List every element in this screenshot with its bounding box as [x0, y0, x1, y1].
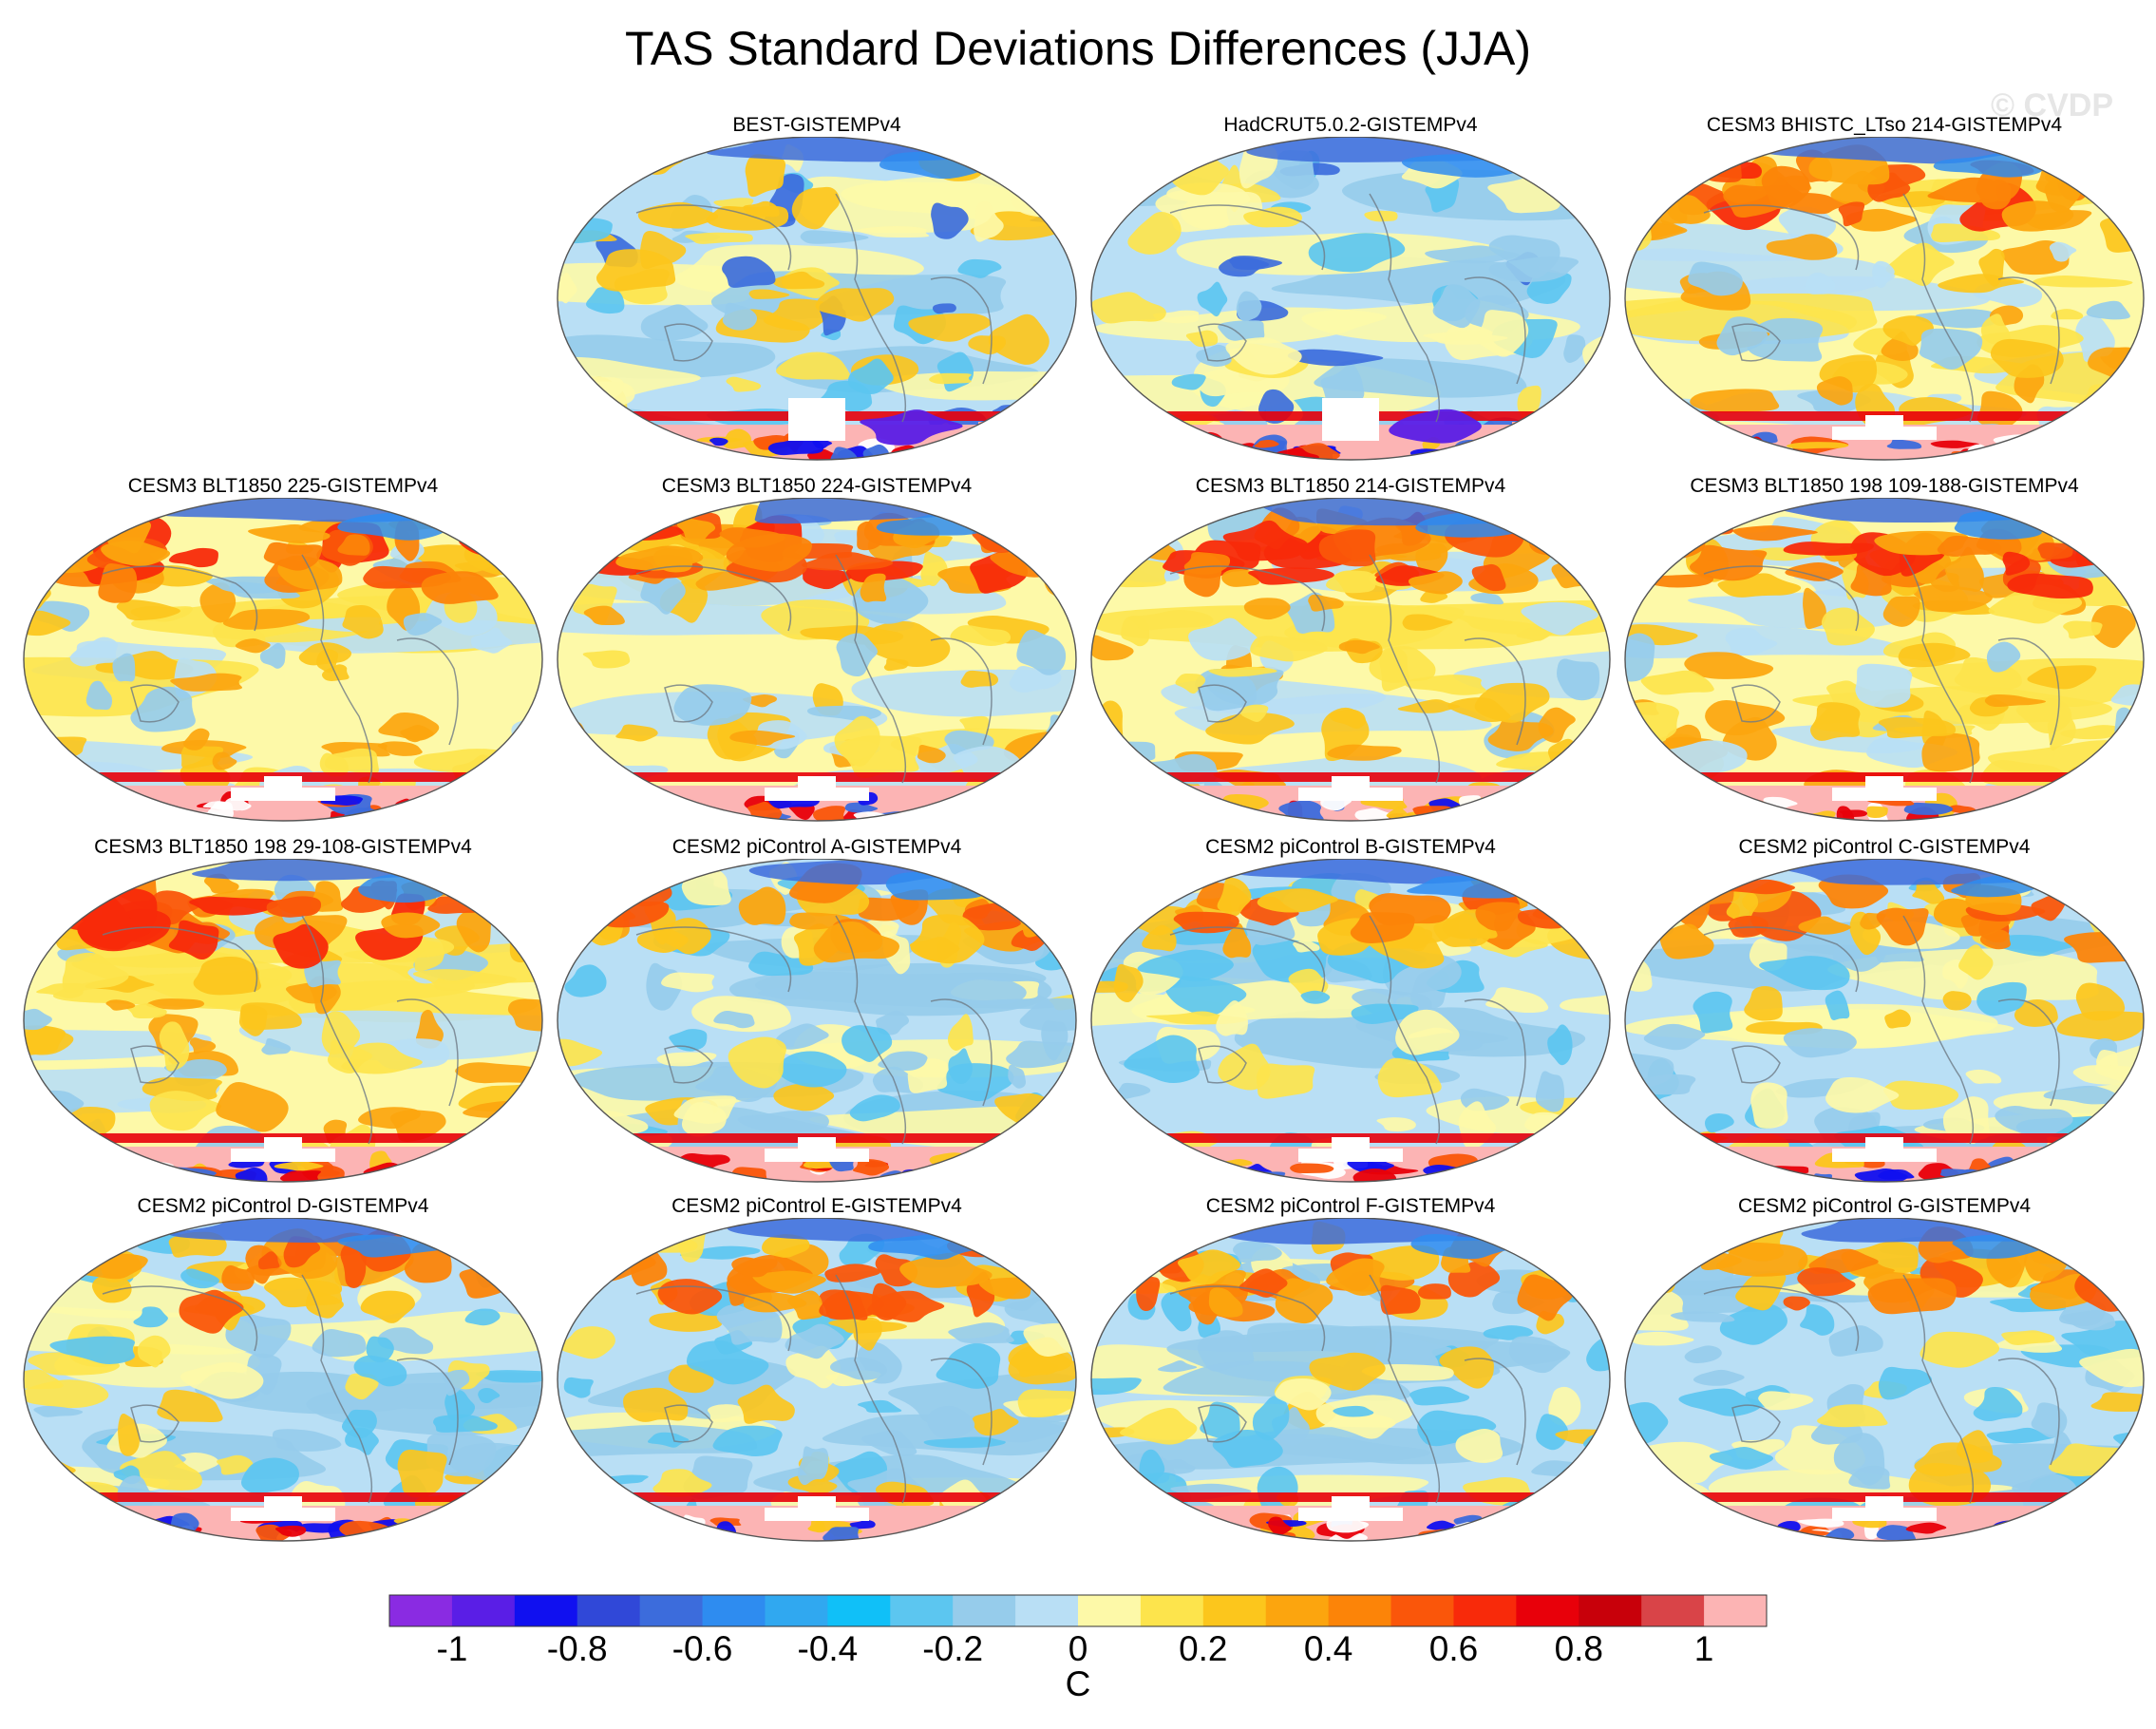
map-panel: CESM2 piControl B-GISTEMPv4: [1085, 836, 1617, 1197]
map-projection: [557, 137, 1077, 461]
map-outline: [557, 859, 1077, 1183]
map-outline: [557, 1218, 1077, 1542]
map-projection: [557, 1218, 1077, 1542]
map-panel: CESM3 BLT1850 198 29-108-GISTEMPv4: [17, 836, 549, 1197]
colorbar-tick-label: -0.4: [797, 1629, 859, 1668]
map-outline: [23, 498, 543, 822]
map-outline: [23, 859, 543, 1183]
map-projection: [1090, 137, 1611, 461]
map-panel: CESM3 BLT1850 214-GISTEMPv4: [1085, 475, 1617, 836]
map-outline: [557, 137, 1077, 461]
map-panel: CESM2 piControl E-GISTEMPv4: [551, 1195, 1083, 1556]
map-panel: CESM3 BHISTC_LTso 214-GISTEMPv4: [1618, 114, 2150, 475]
panel-label: CESM3 BHISTC_LTso 214-GISTEMPv4: [1706, 114, 2063, 136]
map-projection: [1624, 137, 2145, 461]
map-projection: [1624, 498, 2145, 822]
colorbar-swatch: [890, 1595, 954, 1626]
colorbar-tick-label: 0.2: [1179, 1629, 1228, 1668]
watermark: © CVDP: [1991, 87, 2113, 124]
colorbar-swatch: [1516, 1595, 1579, 1626]
map-panel: CESM2 piControl F-GISTEMPv4: [1085, 1195, 1617, 1556]
colorbar-swatch: [577, 1595, 641, 1626]
colorbar-tick-label: -0.8: [546, 1629, 608, 1668]
map-projection: [1624, 1218, 2145, 1542]
map-panel: CESM3 BLT1850 198 109-188-GISTEMPv4: [1618, 475, 2150, 836]
map-panel: BEST-GISTEMPv4: [551, 114, 1083, 475]
map-panel: CESM2 piControl D-GISTEMPv4: [17, 1195, 549, 1556]
panel-label: CESM2 piControl E-GISTEMPv4: [671, 1195, 962, 1217]
colorbar-swatch: [1202, 1595, 1267, 1626]
panel-label: CESM2 piControl A-GISTEMPv4: [671, 836, 962, 858]
map-outline: [1090, 137, 1611, 461]
colorbar-swatch: [1328, 1595, 1392, 1626]
colorbar-tick-label: -0.6: [671, 1629, 733, 1668]
map-projection: [23, 859, 543, 1183]
panel-label: CESM2 piControl D-GISTEMPv4: [137, 1195, 429, 1217]
colorbar-swatch: [765, 1595, 828, 1626]
colorbar-tick-label: 0: [1068, 1629, 1088, 1668]
map-outline: [1090, 1218, 1611, 1542]
colorbar-swatch: [1390, 1595, 1454, 1626]
colorbar-swatch: [451, 1595, 516, 1626]
panel-label: CESM2 piControl C-GISTEMPv4: [1738, 836, 2031, 858]
map-panel: CESM2 piControl A-GISTEMPv4: [551, 836, 1083, 1197]
colorbar-tick-label: 0.6: [1428, 1629, 1479, 1668]
map-outline: [1624, 498, 2145, 822]
map-outline: [1090, 859, 1611, 1183]
map-projection: [1090, 859, 1611, 1183]
panel-label: CESM2 piControl G-GISTEMPv4: [1737, 1195, 2032, 1217]
colorbar-swatch: [1140, 1595, 1204, 1626]
panel-label: CESM2 piControl F-GISTEMPv4: [1205, 1195, 1496, 1217]
panel-label: CESM2 piControl B-GISTEMPv4: [1205, 836, 1496, 858]
panel-label: CESM3 BLT1850 198 29-108-GISTEMPv4: [94, 836, 472, 858]
colorbar-tick-label: -0.2: [922, 1629, 984, 1668]
map-projection: [1090, 1218, 1611, 1542]
map-outline: [1090, 498, 1611, 822]
colorbar-swatch: [514, 1595, 578, 1626]
colorbar-swatch: [702, 1595, 766, 1626]
colorbar-tick-label: 0.4: [1303, 1629, 1353, 1668]
colorbar-swatch: [639, 1595, 704, 1626]
colorbar-swatch: [1078, 1595, 1142, 1626]
colorbar-tick-label: -1: [436, 1629, 468, 1668]
map-panel: CESM3 BLT1850 225-GISTEMPv4: [17, 475, 549, 836]
colorbar-swatch: [1015, 1595, 1079, 1626]
map-outline: [23, 1218, 543, 1542]
map-outline: [1624, 1218, 2145, 1542]
map-projection: [557, 498, 1077, 822]
colorbar-swatch: [1704, 1595, 1768, 1626]
map-projection: [557, 859, 1077, 1183]
panel-label: HadCRUT5.0.2-GISTEMPv4: [1223, 114, 1478, 136]
map-panel: CESM2 piControl C-GISTEMPv4: [1618, 836, 2150, 1197]
colorbar-swatch: [1265, 1595, 1330, 1626]
colorbar-tick-label: 1: [1693, 1629, 1714, 1668]
map-outline: [1624, 859, 2145, 1183]
map-projection: [1624, 859, 2145, 1183]
map-panel: CESM2 piControl G-GISTEMPv4: [1618, 1195, 2150, 1556]
panel-label: CESM3 BLT1850 198 109-188-GISTEMPv4: [1690, 475, 2079, 497]
colorbar-units: C: [1065, 1664, 1091, 1703]
map-projection: [1090, 498, 1611, 822]
figure-title: TAS Standard Deviations Differences (JJA…: [624, 22, 1532, 75]
colorbar-swatch: [1453, 1595, 1517, 1626]
panel-label: CESM3 BLT1850 224-GISTEMPv4: [661, 475, 973, 497]
map-projection: [23, 1218, 543, 1542]
panel-label: BEST-GISTEMPv4: [732, 114, 901, 136]
map-projection: [23, 498, 543, 822]
map-outline: [557, 498, 1077, 822]
panel-label: CESM3 BLT1850 214-GISTEMPv4: [1195, 475, 1506, 497]
map-panel: CESM3 BLT1850 224-GISTEMPv4: [551, 475, 1083, 836]
colorbar-swatch: [953, 1595, 1016, 1626]
colorbar-tick-label: 0.8: [1554, 1629, 1604, 1668]
map-panel: HadCRUT5.0.2-GISTEMPv4: [1085, 114, 1617, 475]
colorbar-swatch: [1641, 1595, 1705, 1626]
panel-label: CESM3 BLT1850 225-GISTEMPv4: [127, 475, 439, 497]
map-outline: [1624, 137, 2145, 461]
colorbar-swatch: [1579, 1595, 1642, 1626]
colorbar-swatch: [827, 1595, 891, 1626]
colorbar-swatch: [389, 1595, 453, 1626]
